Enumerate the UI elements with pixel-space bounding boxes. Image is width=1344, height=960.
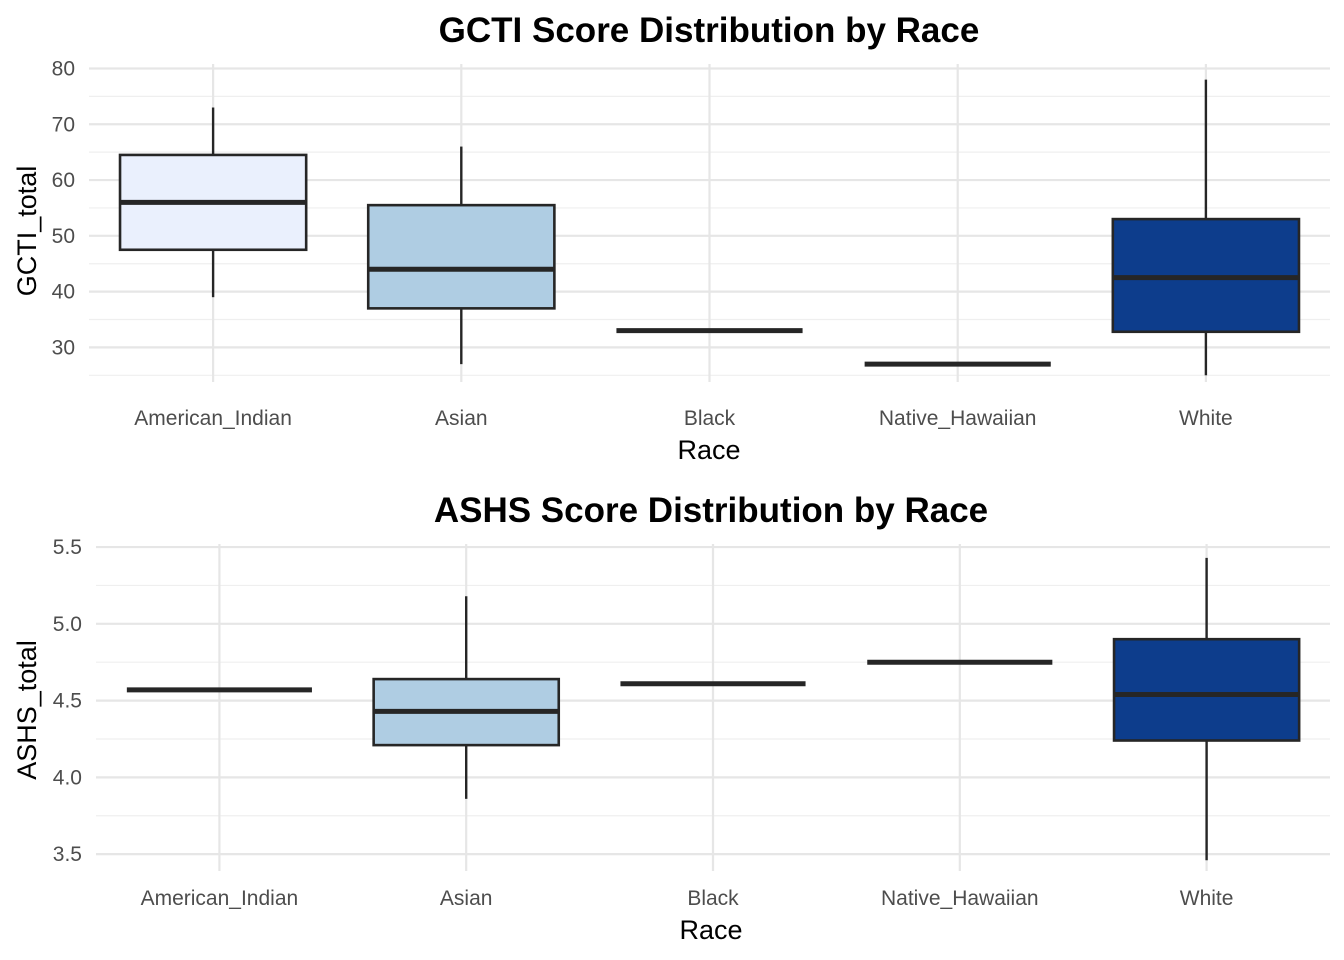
x-tick-labels: American_Indian Asian Black Native_Hawaiian… (134, 407, 1232, 430)
x-tick-label: White (1179, 407, 1233, 430)
y-tick-label: 70 (52, 113, 75, 136)
box-American_Indian (118, 107, 308, 298)
gcti-panel: GCTI Score Distribution by Race Race GCT… (12, 11, 1330, 465)
y-axis-title: ASHS_total (12, 640, 42, 780)
y-axis-title: GCTI_total (12, 166, 42, 297)
y-tick-label: 4.0 (53, 766, 82, 789)
y-tick-label: 80 (52, 57, 75, 80)
x-tick-labels: American_Indian Asian Black Native_Hawaiian… (141, 887, 1234, 910)
grid (96, 544, 1330, 871)
boxes (126, 557, 1301, 861)
x-tick-label: Black (684, 407, 736, 430)
x-tick-label: American_Indian (141, 887, 299, 910)
iqr-box (366, 203, 556, 310)
y-tick-labels: 30 40 50 60 70 80 (52, 57, 75, 359)
x-tick-label: Native_Hawaiian (879, 407, 1037, 430)
y-tick-label: 50 (52, 225, 75, 248)
x-tick-label: Native_Hawaiian (881, 887, 1039, 910)
chart-title: ASHS Score Distribution by Race (434, 491, 988, 530)
iqr-box (1112, 637, 1301, 742)
y-tick-label: 5.0 (53, 613, 82, 636)
y-tick-label: 40 (52, 281, 75, 304)
x-axis-title: Race (679, 915, 742, 945)
ashs-panel: ASHS Score Distribution by Race Race ASH… (12, 491, 1330, 945)
y-tick-labels: 3.5 4.0 4.5 5.0 5.5 (53, 536, 82, 866)
x-tick-label: White (1180, 887, 1234, 910)
y-tick-label: 30 (52, 336, 75, 359)
x-tick-label: Black (687, 887, 739, 910)
y-tick-label: 5.5 (53, 536, 82, 559)
x-tick-label: Asian (440, 887, 493, 910)
x-axis-title: Race (677, 435, 740, 465)
y-tick-label: 4.5 (53, 690, 82, 713)
box-White (1112, 557, 1301, 861)
box-Asian (372, 596, 561, 799)
box-White (1111, 79, 1301, 376)
y-tick-label: 60 (52, 169, 75, 192)
x-tick-label: Asian (435, 407, 488, 430)
chart-title: GCTI Score Distribution by Race (439, 11, 980, 50)
x-tick-label: American_Indian (134, 407, 292, 430)
y-tick-label: 3.5 (53, 843, 82, 866)
boxes (118, 79, 1301, 376)
box-Asian (366, 146, 556, 365)
